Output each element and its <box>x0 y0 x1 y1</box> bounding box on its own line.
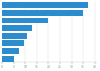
Bar <box>2 18 48 24</box>
Bar <box>2 25 32 31</box>
Bar <box>2 33 28 39</box>
Bar <box>2 40 24 46</box>
Bar <box>2 10 83 16</box>
Bar <box>2 2 88 8</box>
Bar <box>2 48 19 54</box>
Bar <box>2 56 14 62</box>
